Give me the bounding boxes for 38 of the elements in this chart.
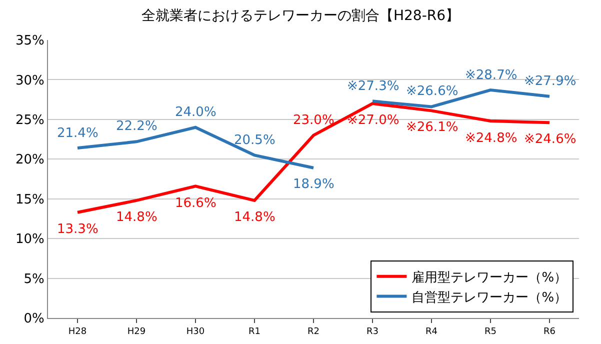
data-label: 21.4% [57, 126, 98, 141]
data-label: 14.8% [234, 210, 276, 225]
x-tick-label: R5 [484, 326, 496, 337]
data-label: ※27.0% [347, 113, 400, 128]
x-tick-label: R6 [544, 326, 556, 337]
x-tick-label: H28 [68, 326, 87, 337]
data-label: ※26.1% [406, 120, 458, 135]
y-tick-label: 30% [15, 73, 44, 88]
data-label: ※26.6% [406, 84, 458, 99]
data-label: 22.2% [116, 119, 158, 134]
x-tick-label: R2 [308, 326, 320, 337]
y-tick-label: 35% [15, 34, 44, 49]
data-label: 16.6% [175, 196, 216, 211]
y-tick-label: 25% [15, 112, 44, 128]
data-label: 23.0% [293, 113, 334, 128]
legend-label: 自営型テレワーカー（%） [412, 290, 568, 306]
data-label: 20.5% [234, 133, 276, 148]
y-tick-label: 15% [15, 192, 44, 208]
chart-title: 全就業者におけるテレワーカーの割合【H28-R6】 [141, 8, 460, 24]
data-label: ※28.7% [465, 68, 518, 83]
y-tick-label: 5% [24, 272, 44, 287]
x-tick-label: H29 [127, 326, 146, 337]
data-label: 24.0% [175, 105, 216, 120]
legend-label: 雇用型テレワーカー（%） [412, 269, 568, 286]
x-tick-label: R4 [426, 326, 438, 337]
data-label: ※24.8% [465, 131, 518, 146]
data-label: ※27.3% [347, 79, 400, 94]
data-label: 14.8% [116, 210, 158, 225]
y-tick-label: 0% [24, 312, 44, 327]
y-tick-label: 20% [15, 152, 44, 168]
data-label: 13.3% [57, 222, 98, 237]
x-tick-label: R3 [366, 326, 378, 337]
x-tick-label: R1 [248, 326, 260, 337]
x-tick-label: H30 [186, 326, 205, 337]
data-label: ※24.6% [524, 132, 576, 147]
data-label: 18.9% [293, 177, 334, 192]
y-tick-label: 10% [15, 232, 44, 248]
data-label: ※27.9% [524, 74, 576, 89]
